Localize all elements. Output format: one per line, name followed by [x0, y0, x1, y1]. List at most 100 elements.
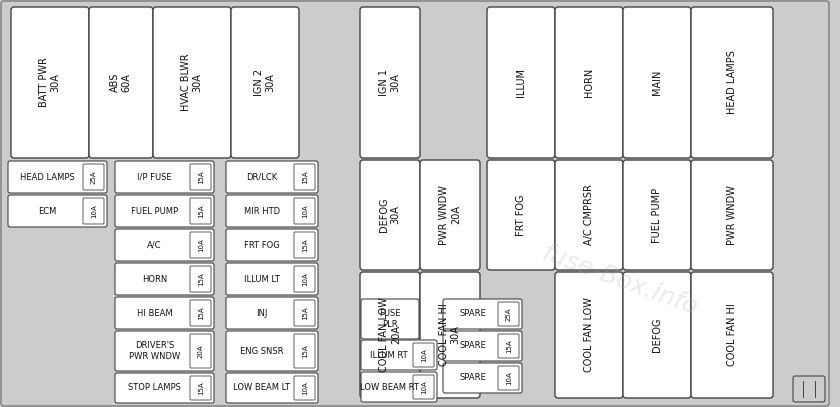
FancyBboxPatch shape — [83, 164, 104, 190]
Text: 15A: 15A — [302, 344, 308, 358]
Text: A/C CMPRSR: A/C CMPRSR — [584, 184, 594, 245]
FancyBboxPatch shape — [190, 334, 211, 368]
FancyBboxPatch shape — [83, 198, 104, 224]
FancyBboxPatch shape — [360, 160, 420, 270]
Text: 15A: 15A — [198, 272, 204, 286]
Text: SPARE: SPARE — [459, 374, 486, 383]
FancyBboxPatch shape — [226, 195, 318, 227]
FancyBboxPatch shape — [443, 363, 522, 393]
FancyBboxPatch shape — [294, 376, 315, 400]
Text: 15A: 15A — [198, 204, 204, 218]
FancyBboxPatch shape — [226, 161, 318, 193]
Text: LOW BEAM LT: LOW BEAM LT — [234, 383, 291, 392]
Text: DEFOG: DEFOG — [652, 318, 662, 352]
FancyBboxPatch shape — [294, 300, 315, 326]
Text: HORN: HORN — [584, 68, 594, 97]
FancyBboxPatch shape — [190, 376, 211, 400]
FancyBboxPatch shape — [691, 272, 773, 398]
Text: HVAC BLWR
30A: HVAC BLWR 30A — [181, 54, 202, 111]
Text: COOL FAN HI
30A: COOL FAN HI 30A — [439, 304, 461, 366]
Text: HI BEAM: HI BEAM — [137, 309, 172, 317]
Text: 10A: 10A — [302, 204, 308, 218]
Text: COOL FAN LOW
20A: COOL FAN LOW 20A — [379, 298, 401, 372]
FancyBboxPatch shape — [115, 297, 214, 329]
FancyBboxPatch shape — [89, 7, 153, 158]
Text: 10A: 10A — [506, 371, 512, 385]
Text: FUSE
PLR: FUSE PLR — [379, 309, 401, 329]
FancyBboxPatch shape — [115, 161, 214, 193]
Text: MIR HTD: MIR HTD — [244, 206, 280, 215]
FancyBboxPatch shape — [413, 375, 434, 399]
FancyBboxPatch shape — [8, 161, 107, 193]
Text: 10A: 10A — [421, 348, 427, 362]
Text: HORN: HORN — [142, 274, 167, 284]
FancyBboxPatch shape — [691, 7, 773, 158]
Text: INJ: INJ — [256, 309, 268, 317]
FancyBboxPatch shape — [115, 373, 214, 403]
Text: ILLUM LT: ILLUM LT — [244, 274, 280, 284]
FancyBboxPatch shape — [487, 160, 555, 270]
Text: COOL FAN LOW: COOL FAN LOW — [584, 298, 594, 372]
FancyBboxPatch shape — [226, 297, 318, 329]
FancyBboxPatch shape — [115, 229, 214, 261]
Text: SPARE: SPARE — [459, 309, 486, 319]
FancyBboxPatch shape — [361, 372, 437, 402]
Text: ENG SNSR: ENG SNSR — [240, 346, 284, 355]
FancyBboxPatch shape — [226, 331, 318, 371]
Text: 10A: 10A — [198, 238, 204, 252]
FancyBboxPatch shape — [413, 343, 434, 367]
Text: 15A: 15A — [302, 306, 308, 320]
Text: 15A: 15A — [302, 238, 308, 252]
Text: PWR WNDW: PWR WNDW — [727, 185, 737, 245]
FancyBboxPatch shape — [498, 366, 519, 390]
Text: COOL FAN HI: COOL FAN HI — [727, 304, 737, 366]
Text: 15A: 15A — [506, 339, 512, 353]
FancyBboxPatch shape — [360, 7, 420, 158]
FancyBboxPatch shape — [294, 266, 315, 292]
Text: 20A: 20A — [198, 344, 204, 358]
Text: IGN 2
30A: IGN 2 30A — [255, 69, 276, 96]
Text: LOW BEAM RT: LOW BEAM RT — [360, 383, 418, 392]
Text: A/C: A/C — [147, 241, 162, 249]
Text: fuse-Box.info: fuse-Box.info — [538, 241, 701, 319]
FancyBboxPatch shape — [11, 7, 89, 158]
Text: 15A: 15A — [198, 381, 204, 395]
FancyBboxPatch shape — [231, 7, 299, 158]
FancyBboxPatch shape — [691, 160, 773, 270]
Text: 10A: 10A — [91, 204, 97, 218]
FancyBboxPatch shape — [487, 7, 555, 158]
FancyBboxPatch shape — [294, 232, 315, 258]
FancyBboxPatch shape — [115, 331, 214, 371]
FancyBboxPatch shape — [555, 7, 623, 158]
FancyBboxPatch shape — [115, 263, 214, 295]
FancyBboxPatch shape — [498, 302, 519, 326]
FancyBboxPatch shape — [555, 160, 623, 270]
Text: STOP LAMPS: STOP LAMPS — [128, 383, 181, 392]
Text: FUEL PUMP: FUEL PUMP — [652, 188, 662, 243]
Text: 10A: 10A — [421, 380, 427, 394]
FancyBboxPatch shape — [226, 229, 318, 261]
Text: DRIVER'S
PWR WNDW: DRIVER'S PWR WNDW — [129, 341, 180, 361]
Text: MAIN: MAIN — [652, 70, 662, 95]
FancyBboxPatch shape — [361, 299, 419, 339]
FancyBboxPatch shape — [226, 263, 318, 295]
FancyBboxPatch shape — [115, 195, 214, 227]
FancyBboxPatch shape — [226, 373, 318, 403]
Text: BATT PWR
30A: BATT PWR 30A — [39, 57, 60, 107]
Text: 25A: 25A — [91, 170, 97, 184]
Text: DR/LCK: DR/LCK — [246, 173, 278, 182]
Text: HEAD LAMPS: HEAD LAMPS — [727, 50, 737, 114]
Text: FUEL PUMP: FUEL PUMP — [131, 206, 178, 215]
FancyBboxPatch shape — [153, 7, 231, 158]
Text: FRT FOG: FRT FOG — [244, 241, 280, 249]
Text: ILLUM: ILLUM — [516, 68, 526, 97]
FancyBboxPatch shape — [793, 376, 825, 402]
Text: ILLUM RT: ILLUM RT — [370, 350, 407, 359]
Text: ECM: ECM — [39, 206, 56, 215]
Text: I/P FUSE: I/P FUSE — [137, 173, 172, 182]
FancyBboxPatch shape — [190, 198, 211, 224]
Text: 15A: 15A — [198, 170, 204, 184]
FancyBboxPatch shape — [443, 299, 522, 329]
FancyBboxPatch shape — [294, 198, 315, 224]
Text: SPARE: SPARE — [459, 341, 486, 350]
